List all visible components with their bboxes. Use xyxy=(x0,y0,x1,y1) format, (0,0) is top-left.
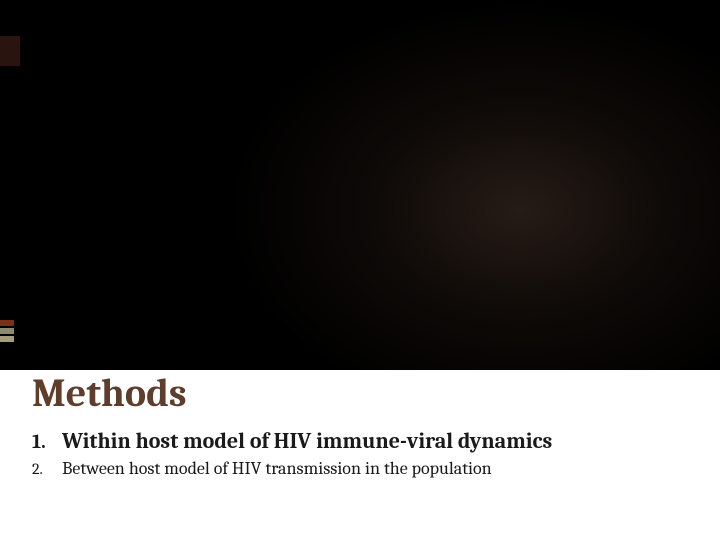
slide-top-region xyxy=(0,0,720,370)
list-item-text: Within host model of HIV immune-viral dy… xyxy=(62,428,552,454)
list-item: 1. Within host model of HIV immune-viral… xyxy=(32,428,672,454)
list-item-text: Between host model of HIV transmission i… xyxy=(62,458,492,479)
slide-heading-wrap: Methods xyxy=(32,370,187,414)
left-tick-3 xyxy=(0,336,14,342)
left-accent-block xyxy=(0,36,20,66)
slide-lower-region: Methods 1. Within host model of HIV immu… xyxy=(0,370,720,540)
left-tick-2 xyxy=(0,328,14,334)
methods-list: 1. Within host model of HIV immune-viral… xyxy=(32,428,672,483)
slide-heading: Methods xyxy=(32,370,187,414)
list-item-number: 1. xyxy=(32,430,62,453)
list-item-number: 2. xyxy=(32,460,62,478)
left-tick-1 xyxy=(0,320,14,326)
list-item: 2. Between host model of HIV transmissio… xyxy=(32,458,672,479)
